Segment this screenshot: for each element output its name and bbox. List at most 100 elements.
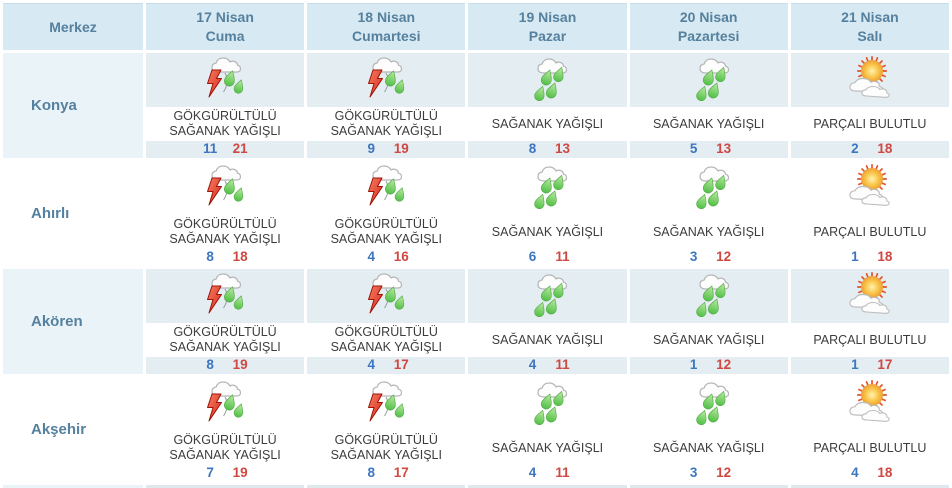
thunderstorm-rain-icon [146,269,304,323]
max-temp: 19 [232,357,248,372]
day-weekday: Pazartesi [677,28,740,44]
header-row: Merkez 17 Nisan Cuma 18 Nisan Cumartesi … [3,3,949,50]
min-temp: 4 [528,357,537,372]
partly-cloudy-icon [791,53,949,107]
day-date: 21 Nisan [841,9,899,25]
min-temp: 4 [851,465,859,480]
day-header: 17 Nisan Cuma [146,3,305,50]
thunderstorm-rain-icon [307,53,465,107]
condition-label: PARÇALI BULUTLU [790,431,949,465]
max-temp: 21 [232,141,248,156]
min-temp: 1 [689,357,698,372]
city-name: Konya [3,53,143,158]
partly-cloudy-icon [791,269,949,323]
max-temp: 16 [393,249,409,264]
condition-label: PARÇALI BULUTLU [790,215,949,249]
max-temp: 19 [393,141,409,156]
temperature-pair: 4 11 [468,465,626,482]
forecast-cell: SAĞANAK YAĞIŞLI 3 12 [629,377,788,482]
temperature-pair: 5 13 [630,141,788,158]
thunderstorm-rain-icon [307,161,465,215]
condition-label: GÖKGÜRÜLTÜLÜ SAĞANAK YAĞIŞLI [146,215,305,249]
heavy-rain-icon [630,269,788,323]
min-temp: 5 [689,141,698,156]
max-temp: 11 [555,249,570,264]
forecast-cell: SAĞANAK YAĞIŞLI 3 12 [629,161,788,266]
forecast-cell: SAĞANAK YAĞIŞLI 8 13 [468,53,627,158]
heavy-rain-icon [630,161,788,215]
forecast-cell: GÖKGÜRÜLTÜLÜ SAĞANAK YAĞIŞLI 9 19 [307,53,466,158]
city-row-1: Konya GÖKGÜRÜLTÜLÜ SAĞANAK YAĞIŞLI 11 21… [3,53,949,158]
temperature-pair: 8 13 [468,141,626,158]
min-temp: 4 [528,465,537,480]
min-temp: 4 [367,357,376,372]
day-header: 21 Nisan Salı [790,3,949,50]
city-row-2: Ahırlı GÖKGÜRÜLTÜLÜ SAĞANAK YAĞIŞLI 8 18… [3,161,949,266]
temperature-pair: 6 11 [468,249,626,266]
day-date: 20 Nisan [679,9,738,25]
forecast-cell: SAĞANAK YAĞIŞLI 1 12 [629,269,788,374]
temperature-pair: 4 16 [307,249,465,266]
temperature-pair: 1 17 [791,357,949,374]
min-temp: 8 [206,249,214,264]
max-temp: 13 [554,141,570,156]
condition-label: GÖKGÜRÜLTÜLÜ SAĞANAK YAĞIŞLI [307,323,466,357]
thunderstorm-rain-icon [146,53,304,107]
condition-label: GÖKGÜRÜLTÜLÜ SAĞANAK YAĞIŞLI [307,215,466,249]
condition-label: GÖKGÜRÜLTÜLÜ SAĞANAK YAĞIŞLI [307,431,466,465]
condition-label: GÖKGÜRÜLTÜLÜ SAĞANAK YAĞIŞLI [146,107,305,141]
temperature-pair: 4 17 [307,357,465,374]
day-header: 20 Nisan Pazartesi [629,3,788,50]
min-temp: 1 [851,357,859,372]
forecast-cell: PARÇALI BULUTLU 1 18 [790,161,949,266]
condition-label: SAĞANAK YAĞIŞLI [629,215,788,249]
condition-label: GÖKGÜRÜLTÜLÜ SAĞANAK YAĞIŞLI [146,323,305,357]
min-temp: 8 [528,141,537,156]
max-temp: 11 [555,357,570,372]
min-temp: 11 [202,141,218,156]
city-row-3: Akören GÖKGÜRÜLTÜLÜ SAĞANAK YAĞIŞLI 8 19… [3,269,949,374]
forecast-cell: GÖKGÜRÜLTÜLÜ SAĞANAK YAĞIŞLI 7 19 [146,377,305,482]
city-name: Akören [3,269,143,374]
min-temp: 3 [689,465,698,480]
day-header: 19 Nisan Pazar [468,3,627,50]
forecast-cell: GÖKGÜRÜLTÜLÜ SAĞANAK YAĞIŞLI 4 17 [307,269,466,374]
forecast-cell: SAĞANAK YAĞIŞLI 4 11 [468,377,627,482]
forecast-cell: GÖKGÜRÜLTÜLÜ SAĞANAK YAĞIŞLI 11 21 [146,53,305,158]
day-header: 18 Nisan Cumartesi [307,3,466,50]
min-temp: 1 [851,249,859,264]
day-date: 17 Nisan [196,9,254,25]
temperature-pair: 3 12 [630,465,788,482]
forecast-cell: PARÇALI BULUTLU 2 18 [790,53,949,158]
min-temp: 8 [206,357,214,372]
condition-label: SAĞANAK YAĞIŞLI [629,323,788,357]
min-temp: 8 [367,465,376,480]
next-city-row-partial [3,485,949,488]
max-temp: 18 [232,249,248,264]
condition-label: GÖKGÜRÜLTÜLÜ SAĞANAK YAĞIŞLI [146,431,305,465]
partly-cloudy-icon [791,161,949,215]
city-name: Akşehir [3,377,143,482]
min-temp: 2 [851,141,859,156]
temperature-pair: 1 18 [791,249,949,266]
max-temp: 12 [716,465,732,480]
max-temp: 13 [716,141,732,156]
max-temp: 18 [877,141,893,156]
partly-cloudy-icon [791,377,949,431]
min-temp: 4 [367,249,376,264]
city-row-4: Akşehir GÖKGÜRÜLTÜLÜ SAĞANAK YAĞIŞLI 7 1… [3,377,949,482]
condition-label: SAĞANAK YAĞIŞLI [468,215,627,249]
forecast-cell: PARÇALI BULUTLU 4 18 [790,377,949,482]
forecast-cell: GÖKGÜRÜLTÜLÜ SAĞANAK YAĞIŞLI 8 19 [146,269,305,374]
max-temp: 17 [393,465,409,480]
thunderstorm-rain-icon [146,377,304,431]
temperature-pair: 3 12 [630,249,788,266]
max-temp: 12 [716,357,732,372]
max-temp: 17 [393,357,409,372]
temperature-pair: 1 12 [630,357,788,374]
condition-label: SAĞANAK YAĞIŞLI [468,107,627,141]
temperature-pair: 11 21 [146,141,304,158]
condition-label: PARÇALI BULUTLU [790,107,949,141]
min-temp: 7 [206,465,214,480]
